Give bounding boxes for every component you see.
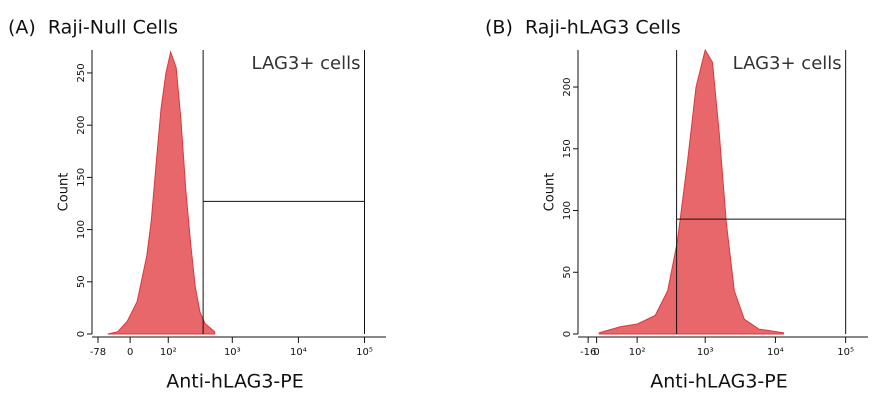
y-tick-label: 100 — [76, 220, 87, 239]
y-axis-label: Count — [543, 173, 558, 212]
panel-title: (A) Raji-Null Cells — [8, 17, 178, 39]
histogram-area — [107, 50, 216, 335]
y-tick-label: 50 — [76, 275, 87, 288]
x-tick-label: 10³ — [224, 347, 241, 358]
x-tick-label: 10² — [160, 347, 177, 358]
y-tick-label: 250 — [76, 63, 87, 82]
y-tick-label: 50 — [562, 266, 573, 279]
y-tick-label: 200 — [76, 116, 87, 135]
x-tick-label: 10⁴ — [290, 347, 307, 358]
y-axis-label: Count — [57, 173, 72, 212]
x-tick-label: 0 — [127, 347, 133, 358]
x-axis-label: Anti-hLAG3-PE — [166, 371, 303, 393]
x-tick-label: -78 — [90, 347, 106, 358]
gate-label: LAG3+ cells — [733, 53, 842, 74]
y-tick-label: 150 — [562, 139, 573, 158]
gate-label: LAG3+ cells — [252, 53, 361, 74]
x-tick-label: 10⁵ — [837, 347, 854, 358]
histogram-area — [598, 48, 784, 335]
x-tick-label: 0 — [593, 347, 599, 358]
x-tick-label: 10⁵ — [356, 347, 373, 358]
x-tick-label: -16 — [580, 347, 596, 358]
x-tick-label: 10⁴ — [767, 347, 784, 358]
x-tick-label: 10³ — [697, 347, 714, 358]
panel-title: (B) Raji-hLAG3 Cells — [485, 17, 681, 39]
y-tick-label: 0 — [562, 331, 573, 337]
y-tick-label: 0 — [76, 331, 87, 337]
x-tick-label: 10² — [629, 347, 646, 358]
y-tick-label: 200 — [562, 77, 573, 96]
y-tick-label: 150 — [76, 168, 87, 187]
x-axis-label: Anti-hLAG3-PE — [650, 371, 787, 393]
y-tick-label: 100 — [562, 201, 573, 220]
